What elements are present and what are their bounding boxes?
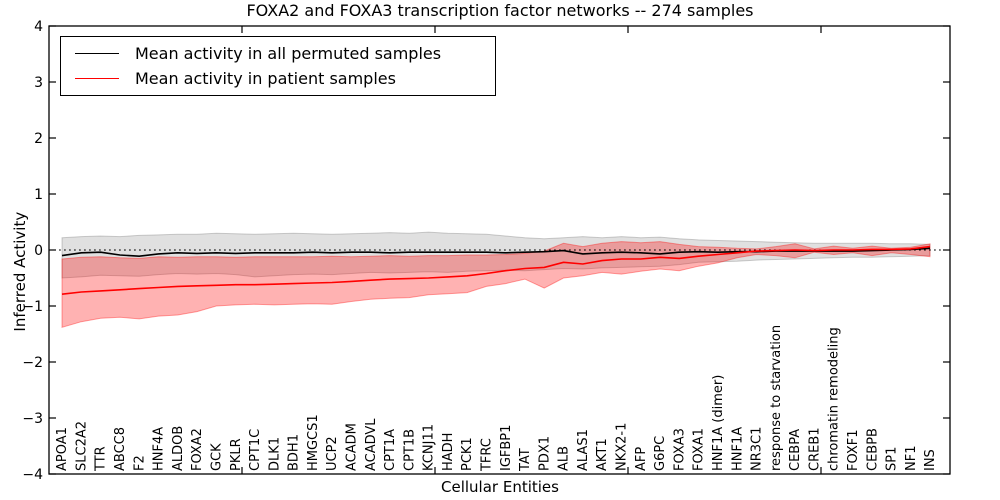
x-category-label: PDX1 — [537, 436, 552, 471]
x-category-label: APOA1 — [55, 427, 70, 471]
y-tick-label: 3 — [34, 75, 43, 91]
x-category-label: DLK1 — [267, 437, 282, 471]
x-category-label: response to starvation — [769, 325, 784, 471]
x-category-label: TAT — [518, 448, 533, 472]
y-tick-label: 1 — [34, 187, 43, 203]
confidence-band-permuted — [61, 231, 931, 279]
x-category-label: IGFBP1 — [499, 425, 514, 471]
x-category-label: CEBPB — [865, 428, 880, 471]
x-category-label: G6PC — [653, 436, 668, 471]
y-tick-label: −4 — [22, 467, 43, 483]
x-category-label: TFRC — [480, 438, 495, 472]
y-tick-label: 0 — [34, 243, 43, 259]
x-category-label: NF1 — [904, 446, 919, 471]
x-category-label: CREB1 — [807, 427, 822, 471]
x-category-label: ALB — [557, 446, 572, 471]
x-category-label: ACADVL — [364, 418, 379, 471]
x-category-label: HNF4A — [152, 427, 167, 471]
x-category-label: F2 — [132, 455, 147, 471]
x-category-label: FOXA3 — [672, 428, 687, 471]
x-category-label: SP1 — [885, 447, 900, 471]
x-category-label: ACADM — [344, 423, 359, 471]
x-category-label: NR3C1 — [750, 427, 765, 471]
x-category-label: NKX2-1 — [615, 423, 630, 471]
x-category-label: FOXF1 — [846, 429, 861, 471]
y-tick-label: 4 — [34, 19, 43, 35]
x-category-label: FOXA2 — [190, 428, 205, 471]
chart-title: FOXA2 and FOXA3 transcription factor net… — [246, 1, 754, 20]
y-tick-label: −1 — [22, 299, 43, 315]
confidence-band-patient — [61, 241, 931, 328]
legend-label-permuted: Mean activity in all permuted samples — [135, 43, 442, 63]
legend-row-permuted: Mean activity in all permuted samples — [75, 44, 495, 63]
x-category-label: KCNJ11 — [422, 424, 437, 471]
x-category-label: chromatin remodeling — [827, 327, 842, 471]
x-category-label: CPT1A — [383, 429, 398, 471]
y-axis-label: Inferred Activity — [11, 211, 29, 332]
x-category-label: ALDOB — [171, 426, 186, 471]
x-category-label: BDH1 — [287, 434, 302, 471]
legend-line-black — [75, 52, 119, 54]
x-category-label: CPT1B — [402, 429, 417, 471]
legend: Mean activity in all permuted samples Me… — [60, 36, 496, 96]
x-category-label: ABCC8 — [113, 427, 128, 471]
x-category-label: CPT1C — [248, 429, 263, 471]
x-category-label: HADH — [441, 433, 456, 471]
y-tick-label: −2 — [22, 355, 43, 371]
x-category-label: PCK1 — [460, 437, 475, 471]
x-category-label: AKT1 — [595, 438, 610, 471]
x-category-label: HNF1A (dimer) — [711, 375, 726, 471]
y-tick-label: −3 — [22, 411, 43, 427]
x-category-label: AFP — [634, 447, 649, 471]
x-category-label: TTR — [94, 446, 109, 472]
x-category-label: PKLR — [229, 438, 244, 471]
x-axis-label: Cellular Entities — [441, 478, 559, 496]
y-tick-label: 2 — [34, 131, 43, 147]
x-category-label: INS — [923, 449, 938, 471]
x-category-label: FOXA1 — [692, 428, 707, 471]
series-line-patient — [61, 245, 931, 295]
legend-label-patient: Mean activity in patient samples — [135, 69, 396, 89]
x-category-label: HMGCS1 — [306, 414, 321, 471]
x-category-label: UCP2 — [325, 436, 340, 471]
x-category-label: GCK — [209, 443, 224, 471]
legend-line-red — [75, 78, 119, 80]
x-category-label: CEBPA — [788, 429, 803, 471]
x-category-label: SLC2A2 — [74, 421, 89, 471]
x-category-label: HNF1A — [730, 427, 745, 471]
legend-row-patient: Mean activity in patient samples — [75, 69, 495, 88]
x-category-label: ALAS1 — [576, 429, 591, 471]
